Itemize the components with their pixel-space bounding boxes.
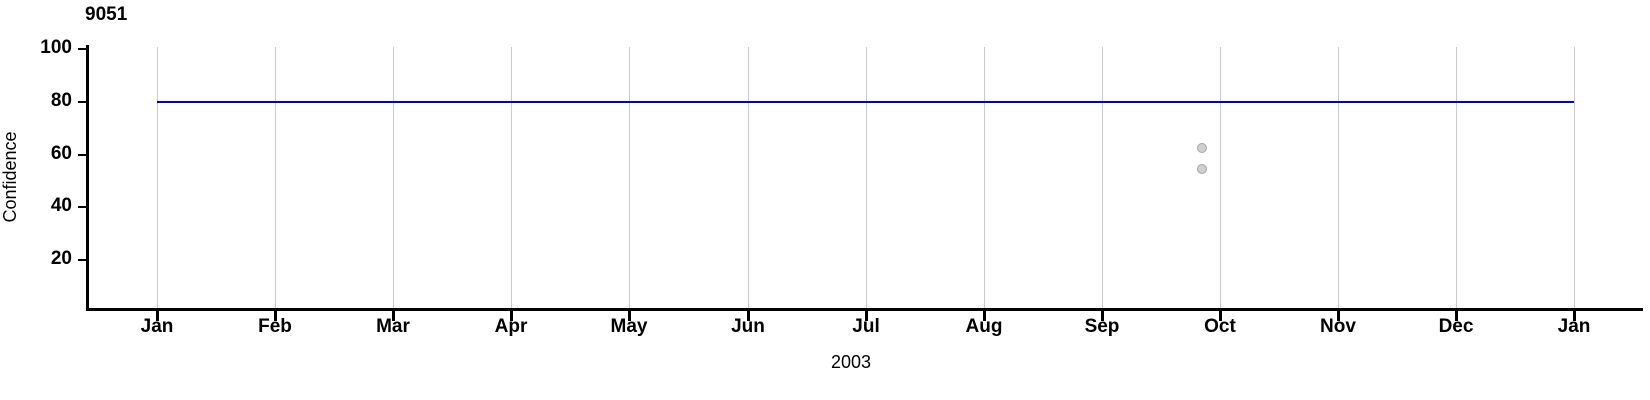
gridline-jan-0 bbox=[157, 47, 158, 308]
gridline-nov-10 bbox=[1338, 47, 1339, 308]
x-axis-tick-label-2: Mar bbox=[376, 316, 410, 337]
gridline-may-4 bbox=[629, 47, 630, 308]
x-axis-tick-label-3: Apr bbox=[494, 316, 528, 337]
y-axis-line bbox=[86, 45, 89, 311]
gridline-jun-5 bbox=[748, 47, 749, 308]
x-axis-tick-10 bbox=[1337, 311, 1340, 321]
x-axis-tick-4 bbox=[628, 311, 631, 321]
x-axis-title: 2003 bbox=[830, 352, 872, 372]
threshold-line-80 bbox=[157, 101, 1574, 103]
y-axis-tick-80 bbox=[78, 101, 87, 103]
y-axis-tick-label-80: 80 bbox=[50, 90, 72, 111]
gridline-dec-11 bbox=[1456, 47, 1457, 308]
gridline-apr-3 bbox=[511, 47, 512, 308]
x-axis-tick-7 bbox=[983, 311, 986, 321]
x-axis-tick-8 bbox=[1101, 311, 1104, 321]
y-axis-title: Confidence bbox=[0, 131, 20, 223]
data-point-0 bbox=[1197, 143, 1207, 153]
y-axis-tick-20 bbox=[78, 259, 87, 261]
x-axis-tick-label-7: Aug bbox=[965, 316, 1003, 337]
x-axis-tick-5 bbox=[747, 311, 750, 321]
gridline-jul-6 bbox=[866, 47, 867, 308]
x-axis-tick-label-6: Jul bbox=[852, 316, 880, 337]
x-axis-tick-label-1: Feb bbox=[258, 316, 292, 337]
x-axis-tick-label-4: May bbox=[610, 316, 648, 337]
y-axis-tick-label-40: 40 bbox=[50, 195, 72, 216]
y-axis-tick-100 bbox=[78, 48, 87, 50]
gridline-jan-12 bbox=[1574, 47, 1575, 308]
x-axis-tick-label-0: Jan bbox=[140, 316, 174, 337]
x-axis-tick-label-5: Jun bbox=[731, 316, 765, 337]
gridline-aug-7 bbox=[984, 47, 985, 308]
y-axis-tick-label-20: 20 bbox=[50, 248, 72, 269]
x-axis-tick-1 bbox=[274, 311, 277, 321]
x-axis-tick-label-12: Jan bbox=[1557, 316, 1591, 337]
data-point-1 bbox=[1197, 164, 1207, 174]
x-axis-tick-0 bbox=[156, 311, 159, 321]
x-axis-tick-2 bbox=[392, 311, 395, 321]
x-axis-tick-11 bbox=[1455, 311, 1458, 321]
x-axis-tick-label-9: Oct bbox=[1204, 316, 1236, 337]
y-axis-tick-label-60: 60 bbox=[50, 143, 72, 164]
y-axis-tick-40 bbox=[78, 206, 87, 208]
x-axis-line bbox=[86, 308, 1643, 311]
gridline-oct-9 bbox=[1220, 47, 1221, 308]
y-axis-tick-label-100: 100 bbox=[40, 37, 72, 58]
x-axis-tick-label-8: Sep bbox=[1084, 316, 1120, 337]
x-axis-tick-label-10: Nov bbox=[1320, 316, 1356, 337]
x-axis-tick-6 bbox=[865, 311, 868, 321]
gridline-feb-1 bbox=[275, 47, 276, 308]
gridline-mar-2 bbox=[393, 47, 394, 308]
gridline-sep-8 bbox=[1102, 47, 1103, 308]
x-axis-tick-9 bbox=[1219, 311, 1222, 321]
y-axis-tick-60 bbox=[78, 154, 87, 156]
x-axis-tick-12 bbox=[1573, 311, 1576, 321]
x-axis-tick-label-11: Dec bbox=[1438, 316, 1474, 337]
x-axis-tick-3 bbox=[510, 311, 513, 321]
chart-title: 9051 bbox=[85, 4, 128, 25]
